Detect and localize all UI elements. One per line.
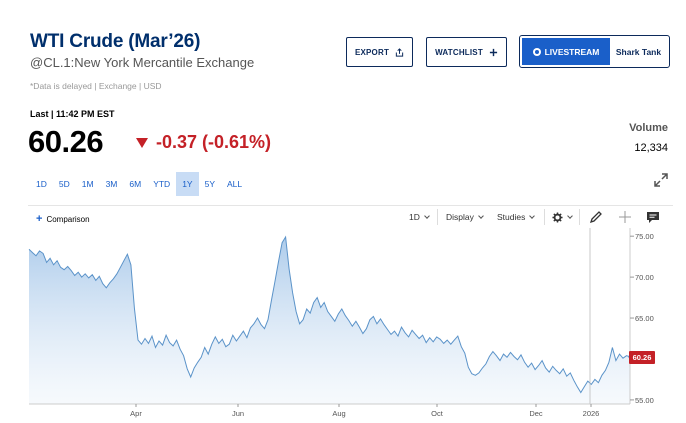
volume-value: 12,334 xyxy=(634,142,668,154)
export-button[interactable]: EXPORT xyxy=(346,37,413,67)
instrument-title: WTI Crude (Mar’26) xyxy=(30,31,201,52)
down-arrow-icon xyxy=(136,137,148,148)
watchlist-button[interactable]: WATCHLIST xyxy=(426,37,507,67)
range-button-3m[interactable]: 3M xyxy=(105,179,118,189)
comparison-label: Comparison xyxy=(46,214,90,224)
chevron-down-icon xyxy=(424,212,430,219)
display-label: Display xyxy=(446,212,474,222)
range-button-ytd[interactable]: YTD xyxy=(153,179,171,189)
price-chart[interactable]: 75.0070.0065.0060.0055.00AprJunAugOctDec… xyxy=(0,228,686,423)
settings-dropdown[interactable] xyxy=(552,212,573,223)
exchange-subtitle: @CL.1:New York Mercantile Exchange xyxy=(30,55,255,70)
volume-label: Volume xyxy=(629,122,668,134)
live-indicator-icon xyxy=(532,47,541,56)
x-tick-label: Oct xyxy=(431,409,444,418)
gear-icon xyxy=(552,212,563,223)
y-tick-label: 75.00 xyxy=(635,232,654,241)
x-tick-label: Apr xyxy=(130,409,142,418)
range-button-1y[interactable]: 1Y xyxy=(176,172,199,196)
draw-icon[interactable] xyxy=(588,209,604,225)
livestream-label: LIVESTREAM xyxy=(544,46,600,57)
last-price-tag: 60.26 xyxy=(629,351,655,364)
watchlist-label: WATCHLIST xyxy=(435,47,483,57)
toolbar-separator xyxy=(544,209,545,225)
range-button-5d[interactable]: 5D xyxy=(58,179,70,189)
export-label: EXPORT xyxy=(354,47,390,57)
studies-label: Studies xyxy=(497,212,526,222)
y-tick-label: 70.00 xyxy=(635,273,654,282)
livestream-button[interactable]: LIVESTREAM xyxy=(522,38,610,65)
x-tick-label: 2026 xyxy=(583,409,600,418)
price-area xyxy=(29,237,630,404)
share-icon xyxy=(395,47,404,57)
interval-label: 1D xyxy=(409,212,420,222)
interval-dropdown[interactable]: 1D xyxy=(409,212,430,222)
crosshair-icon[interactable] xyxy=(617,209,633,225)
range-button-1d[interactable]: 1D xyxy=(36,179,47,189)
last-trade-time: Last | 11:42 PM EST xyxy=(30,109,115,119)
livestream-show-name[interactable]: Shark Tank xyxy=(615,46,662,57)
time-range-selector: 1D 5D 1M 3M 6M YTD 1Y 5Y ALL xyxy=(30,172,248,196)
comparison-button[interactable]: + Comparison xyxy=(36,213,90,225)
x-tick-label: Aug xyxy=(332,409,345,418)
range-button-5y[interactable]: 5Y xyxy=(204,179,215,189)
toolbar-separator xyxy=(437,209,438,225)
studies-dropdown[interactable]: Studies xyxy=(497,212,536,222)
chevron-down-icon xyxy=(478,212,484,219)
last-price: 60.26 xyxy=(28,124,104,159)
toolbar-divider xyxy=(28,205,673,206)
range-button-all[interactable]: ALL xyxy=(227,179,243,189)
comment-icon[interactable] xyxy=(645,209,661,225)
price-change-value: -0.37 (-0.61%) xyxy=(156,132,272,152)
expand-icon[interactable] xyxy=(653,172,669,188)
data-disclaimer: *Data is delayed | Exchange | USD xyxy=(30,81,162,91)
y-tick-label: 65.00 xyxy=(635,314,654,323)
add-icon: + xyxy=(36,213,43,225)
plus-icon xyxy=(489,48,498,56)
livestream-widget[interactable]: LIVESTREAM Shark Tank xyxy=(519,35,670,68)
y-tick-label: 55.00 xyxy=(635,396,654,405)
range-button-6m[interactable]: 6M xyxy=(129,179,142,189)
x-tick-label: Jun xyxy=(232,409,244,418)
toolbar-separator xyxy=(579,209,580,225)
price-change: -0.37 (-0.61%) xyxy=(136,132,271,153)
display-dropdown[interactable]: Display xyxy=(446,212,484,222)
x-tick-label: Dec xyxy=(529,409,543,418)
range-button-1m[interactable]: 1M xyxy=(81,179,94,189)
price-line xyxy=(28,235,631,394)
chevron-down-icon xyxy=(567,213,573,219)
chevron-down-icon xyxy=(529,212,536,219)
